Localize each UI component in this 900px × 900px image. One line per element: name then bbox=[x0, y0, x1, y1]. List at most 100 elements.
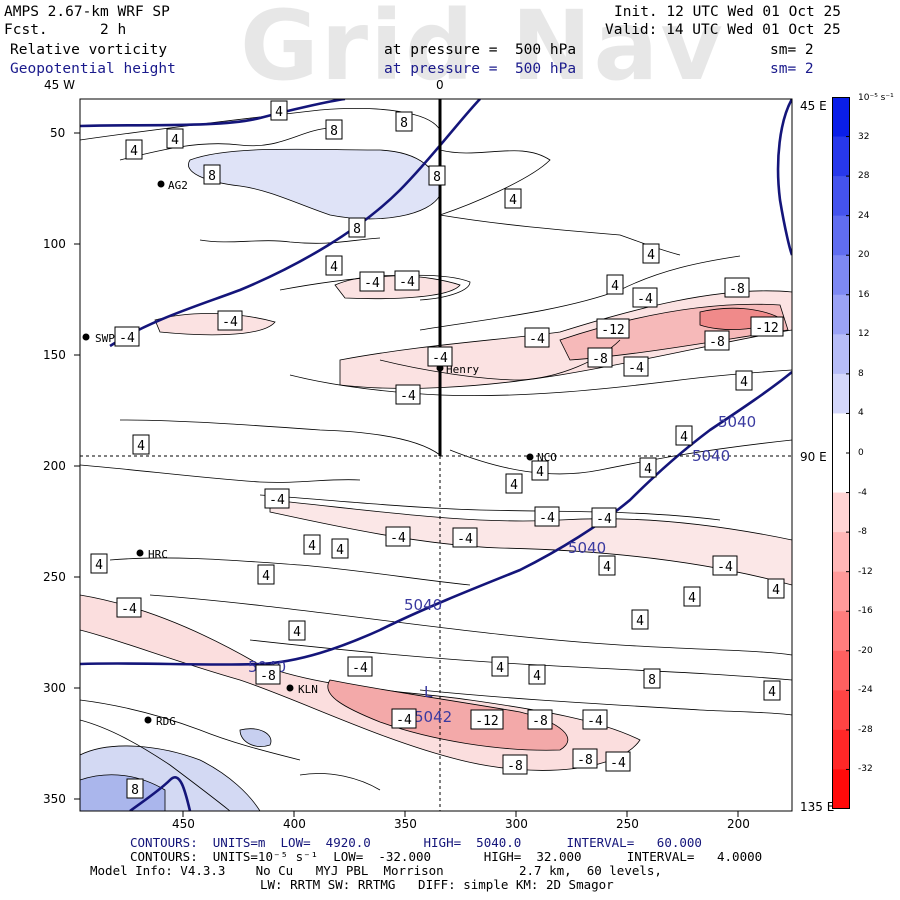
vorticity-label: 4 bbox=[740, 375, 748, 390]
field1-pressure: at pressure = 500 hPa bbox=[384, 42, 577, 58]
vorticity-label-box bbox=[114, 326, 140, 347]
valid-time: Valid: 14 UTC Wed 01 Oct 25 bbox=[605, 22, 841, 38]
vorticity-label-box bbox=[257, 564, 275, 585]
vorticity-label: 4 bbox=[636, 614, 644, 629]
vorticity-label: 4 bbox=[603, 560, 611, 575]
vorticity-label: 4 bbox=[680, 430, 688, 445]
footer-physics-info: LW: RRTM SW: RRTMG DIFF: simple KM: 2D S… bbox=[260, 877, 614, 892]
vorticity-label-box bbox=[527, 709, 553, 730]
colorbar-level-label: 20 bbox=[858, 250, 870, 261]
vorticity-label-box bbox=[203, 164, 221, 185]
vorticity-label: 4 bbox=[293, 625, 301, 640]
vorticity-label-box bbox=[631, 609, 649, 630]
colorbar-level-label: -28 bbox=[858, 724, 873, 735]
vorticity-label: 4 bbox=[330, 260, 338, 275]
negative-vorticity-core-3 bbox=[327, 679, 569, 751]
vorticity-label: -8 bbox=[729, 282, 745, 297]
vorticity-label: -12 bbox=[475, 714, 498, 729]
colorbar-segment bbox=[832, 453, 850, 494]
vorticity-label-box bbox=[385, 526, 411, 547]
vorticity-label-box bbox=[643, 668, 661, 689]
vorticity-label: -8 bbox=[532, 714, 548, 729]
positive-vorticity-speck bbox=[239, 728, 272, 747]
station-marker-nco bbox=[526, 453, 534, 461]
vorticity-label-box bbox=[587, 347, 613, 368]
vorticity-label-box bbox=[572, 748, 598, 769]
y-tick: 100 bbox=[43, 237, 66, 251]
vorticity-label: 8 bbox=[433, 170, 441, 185]
colorbar-level-label: 16 bbox=[858, 289, 870, 300]
vorticity-label-box bbox=[704, 330, 730, 351]
vorticity-label: 4 bbox=[768, 685, 776, 700]
station-rdg: RDG bbox=[156, 715, 176, 728]
colorbar-segment bbox=[832, 611, 850, 652]
vorticity-label-box bbox=[524, 327, 550, 348]
x-tick: 450 bbox=[172, 817, 195, 831]
colorbar-level-label: -24 bbox=[858, 685, 873, 696]
colorbar-segment bbox=[832, 413, 850, 454]
colorbar-unit: 10⁻⁵ s⁻¹ bbox=[858, 93, 894, 103]
vorticity-label-box bbox=[735, 370, 753, 391]
vorticity-label-box bbox=[166, 128, 184, 149]
x-tick: 350 bbox=[394, 817, 417, 831]
vorticity-label-box bbox=[359, 271, 385, 292]
vorticity-label: -4 bbox=[610, 756, 626, 771]
vorticity-label: -8 bbox=[577, 753, 593, 768]
vorticity-label: 4 bbox=[275, 105, 283, 120]
right-label-135e: 135 E bbox=[800, 800, 835, 814]
colorbar-segment bbox=[832, 334, 850, 375]
x-tick: 250 bbox=[616, 817, 639, 831]
vorticity-label-box bbox=[596, 318, 630, 339]
colorbar-segment bbox=[832, 690, 850, 731]
vorticity-label-box bbox=[502, 754, 528, 775]
vorticity-label: -8 bbox=[260, 669, 276, 684]
vorticity-label: -4 bbox=[457, 532, 473, 547]
vorticity-label-box bbox=[712, 555, 738, 576]
model-title: AMPS 2.67-km WRF SP bbox=[4, 4, 170, 20]
vorticity-label: -4 bbox=[119, 331, 135, 346]
negative-vorticity-band-4 bbox=[269, 499, 792, 586]
vorticity-label-box bbox=[528, 664, 546, 685]
vorticity-label-box bbox=[217, 310, 243, 331]
station-kln: KLN bbox=[298, 683, 318, 696]
y-tick: 300 bbox=[43, 681, 66, 695]
field1-smoothing: sm= 2 bbox=[770, 42, 814, 58]
vorticity-label: -8 bbox=[709, 335, 725, 350]
vorticity-label-box bbox=[767, 578, 785, 599]
vorticity-label-box bbox=[394, 270, 420, 291]
vorticity-label: 8 bbox=[648, 673, 656, 688]
vorticity-label-box bbox=[505, 473, 523, 494]
colorbar-segment bbox=[832, 650, 850, 691]
vorticity-label-box bbox=[391, 708, 417, 729]
y-tick: 250 bbox=[43, 570, 66, 584]
footer-height-contours: CONTOURS: UNITS=m LOW= 4920.0 HIGH= 5040… bbox=[130, 835, 702, 850]
vorticity-label-box bbox=[303, 534, 321, 555]
vorticity-label: 4 bbox=[95, 558, 103, 573]
vorticity-label-box bbox=[632, 287, 658, 308]
vorticity-label-box bbox=[605, 751, 631, 772]
plot-frame bbox=[79, 98, 793, 812]
vorticity-label: -4 bbox=[539, 511, 555, 526]
vorticity-label-box bbox=[427, 346, 453, 367]
vorticity-label: 4 bbox=[308, 539, 316, 554]
colorbar-segment bbox=[832, 176, 850, 217]
field2-name: Geopotential height bbox=[10, 61, 176, 77]
vorticity-label-box bbox=[90, 553, 108, 574]
colorbar-level-label: 12 bbox=[858, 329, 870, 340]
field1-name: Relative vorticity bbox=[10, 42, 168, 58]
vorticity-label-box bbox=[325, 255, 343, 276]
vorticity-label-box bbox=[531, 460, 549, 481]
colorbar-segment bbox=[832, 294, 850, 335]
vorticity-label: -4 bbox=[390, 531, 406, 546]
vorticity-label: -8 bbox=[592, 352, 608, 367]
vorticity-label-box bbox=[395, 111, 413, 132]
vorticity-label-box bbox=[724, 277, 750, 298]
colorbar-level-label: -20 bbox=[858, 645, 873, 656]
vorticity-label: 4 bbox=[647, 248, 655, 263]
colorbar-segment bbox=[832, 729, 850, 770]
field2-smoothing: sm= 2 bbox=[770, 61, 814, 77]
vorticity-label-box bbox=[264, 488, 290, 509]
vorticity-colorbar bbox=[832, 97, 850, 809]
top-label-45w: 45 W bbox=[44, 78, 75, 92]
vorticity-label-box bbox=[639, 457, 657, 478]
